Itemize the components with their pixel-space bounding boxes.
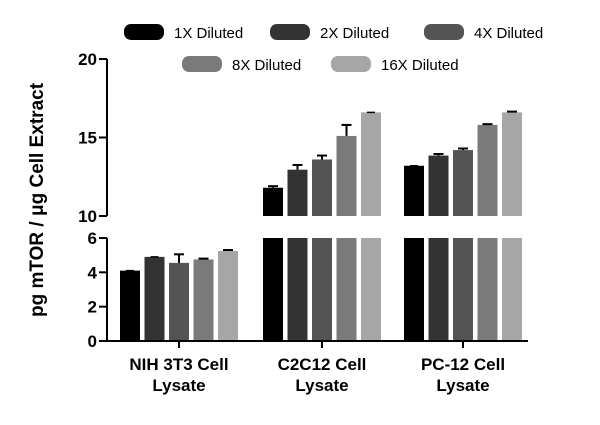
y-tick-label-6: 6 [88, 229, 97, 248]
bar-16x-diluted-3 [502, 112, 522, 216]
bar-4x-diluted-2-lower [312, 238, 332, 341]
bar-2x-diluted-1 [144, 256, 165, 341]
bar-1x-diluted-1 [120, 270, 140, 341]
legend-swatch-2x-diluted [270, 24, 310, 40]
y-tick-label-15: 15 [78, 129, 97, 148]
axes-group: 0 2 4 6 10 15 20 NIH 3T3 Cell Lysate C2C12 Cell Ly… [78, 50, 528, 395]
legend-swatch-4x-diluted [424, 24, 464, 40]
legend-label-16x-diluted: 16X Diluted [381, 57, 459, 74]
bar-2x-diluted-3 [428, 155, 449, 216]
bar-1x-diluted-2-lower [263, 238, 283, 341]
y-tick-label-2: 2 [88, 298, 97, 317]
bar-8x-diluted-2 [336, 135, 357, 216]
bar-16x-diluted-2-lower [361, 238, 381, 341]
bar-1x-diluted-3-lower [404, 238, 424, 341]
bars-group [120, 110, 522, 341]
legend-label-4x-diluted: 4X Diluted [474, 25, 543, 42]
legend-swatch-1x-diluted [124, 24, 164, 40]
bar-8x-diluted-1 [193, 259, 214, 341]
bar-4x-diluted-1 [169, 262, 189, 341]
bar-8x-diluted-3-lower [477, 238, 498, 341]
x-tick-label-2: C2C12 Cell Lysate [278, 355, 367, 395]
legend-swatch-8x-diluted [182, 56, 222, 72]
bar-16x-diluted-1 [218, 250, 238, 341]
x-tick-label-3: PC-12 Cell Lysate [421, 355, 505, 395]
y-tick-label-20: 20 [78, 50, 97, 69]
bar-4x-diluted-3 [453, 150, 473, 216]
bar-16x-diluted-2 [361, 112, 381, 216]
y-tick-label-4: 4 [88, 263, 98, 282]
bar-1x-diluted-2 [263, 187, 283, 216]
x-tick-label-1: NIH 3T3 Cell Lysate [129, 355, 228, 395]
bar-8x-diluted-3 [477, 124, 498, 216]
legend-label-2x-diluted: 2X Diluted [320, 25, 389, 42]
y-tick-label-10: 10 [78, 207, 97, 226]
legend: 1X Diluted 2X Diluted 4X Diluted 8X Diluted… [124, 24, 543, 74]
legend-label-1x-diluted: 1X Diluted [174, 25, 243, 42]
y-axis-label: pg mTOR / μg Cell Extract [27, 82, 48, 317]
bar-2x-diluted-3-lower [428, 238, 449, 341]
legend-swatch-16x-diluted [331, 56, 371, 72]
y-tick-label-0: 0 [88, 332, 97, 351]
legend-label-8x-diluted: 8X Diluted [232, 57, 301, 74]
bar-4x-diluted-3-lower [453, 238, 473, 341]
bar-8x-diluted-2-lower [336, 238, 357, 341]
bar-1x-diluted-3 [404, 165, 424, 216]
bar-4x-diluted-2 [312, 159, 332, 216]
bar-16x-diluted-3-lower [502, 238, 522, 341]
bar-2x-diluted-2 [287, 169, 308, 216]
bar-2x-diluted-2-lower [287, 238, 308, 341]
